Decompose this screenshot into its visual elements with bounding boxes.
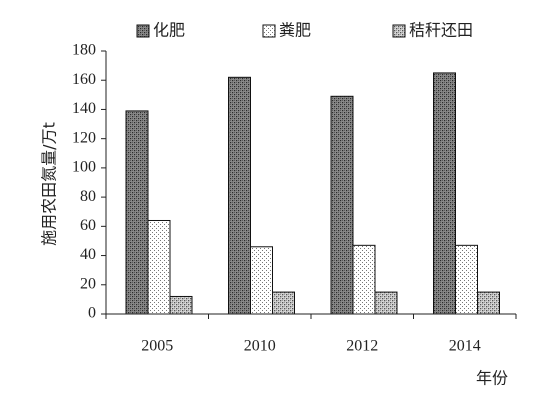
bar-straw-2012 xyxy=(374,291,398,315)
x-tick-label: 2014 xyxy=(449,338,481,355)
bar-straw-2005 xyxy=(169,295,193,315)
bar-manure-2010 xyxy=(250,246,273,315)
bar-manure-2014 xyxy=(455,244,478,315)
y-tick-label: 120 xyxy=(72,129,96,146)
x-tick-label: 2005 xyxy=(141,338,173,355)
legend-swatch-straw xyxy=(392,24,406,38)
y-tick-label: 160 xyxy=(72,71,96,88)
x-axis-ticks: 2005 2010 2012 2014 xyxy=(105,314,517,355)
bar-fertilizer-2014 xyxy=(433,72,456,315)
bar-manure-2005 xyxy=(147,219,171,315)
bar-manure-2012 xyxy=(352,244,376,315)
y-axis-title: 施用农田氮量/万t xyxy=(40,122,59,246)
bar-straw-2010 xyxy=(272,291,295,315)
legend-label-fertilizer: 化肥 xyxy=(153,21,185,40)
y-tick-label: 20 xyxy=(80,275,96,292)
y-tick-label: 0 xyxy=(88,305,96,322)
legend-label-straw: 秸秆还田 xyxy=(409,21,473,40)
bar-fertilizer-2010 xyxy=(228,76,251,315)
y-tick-label: 60 xyxy=(80,217,96,234)
y-tick-label: 100 xyxy=(72,159,96,176)
y-tick-label: 40 xyxy=(80,246,96,263)
legend-swatch-fertilizer xyxy=(136,24,150,38)
bar-straw-2014 xyxy=(477,291,500,315)
y-tick-label: 80 xyxy=(80,188,96,205)
y-tick-label: 180 xyxy=(72,42,96,59)
bar-fertilizer-2005 xyxy=(125,110,149,315)
x-tick-label: 2010 xyxy=(244,338,276,355)
legend-swatch-manure xyxy=(262,24,276,38)
legend-label-manure: 粪肥 xyxy=(279,21,311,40)
bar-fertilizer-2012 xyxy=(330,95,354,315)
legend: 化肥 粪肥 秸秆还田 xyxy=(136,21,473,40)
x-tick-label: 2012 xyxy=(346,338,378,355)
x-axis-title: 年份 xyxy=(476,369,508,388)
bars xyxy=(125,72,500,315)
y-tick-label: 140 xyxy=(72,100,96,117)
y-axis-ticks: 0 20 40 60 80 100 120 140 160 180 xyxy=(72,42,106,322)
